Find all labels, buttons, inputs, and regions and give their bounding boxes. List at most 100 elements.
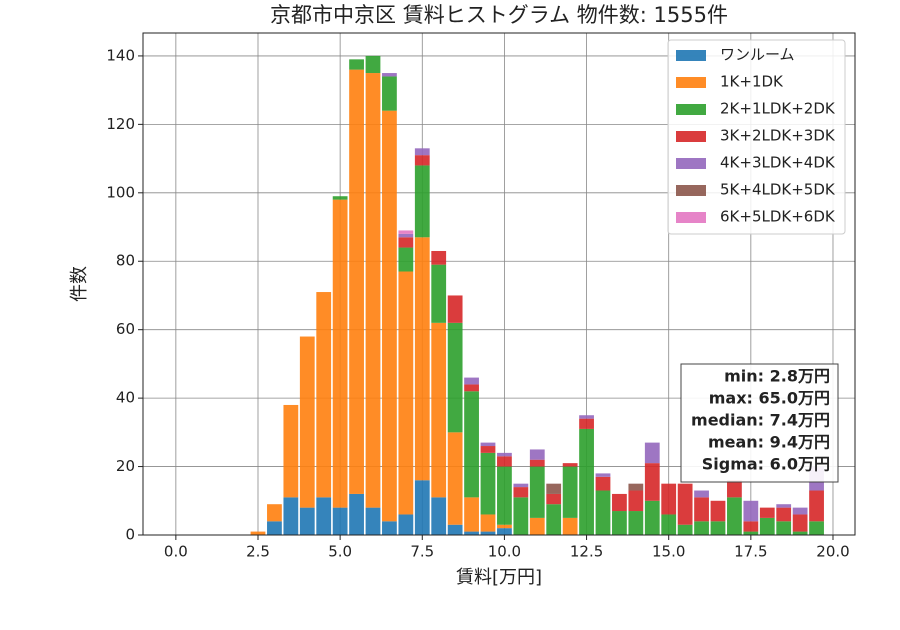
- bar: [398, 271, 414, 515]
- legend-label: 5K+4LDK+5DK: [720, 181, 836, 199]
- bar: [710, 521, 726, 535]
- bar: [529, 517, 545, 535]
- bar: [776, 521, 792, 535]
- bar: [529, 459, 545, 467]
- bar: [480, 442, 496, 447]
- bar: [431, 497, 447, 535]
- x-tick-label: 12.5: [570, 543, 603, 561]
- bar: [644, 442, 660, 464]
- bar: [414, 148, 430, 156]
- bar: [283, 497, 299, 535]
- y-tick-label: 80: [116, 252, 135, 270]
- bar: [283, 404, 299, 498]
- legend-label: ワンルーム: [720, 46, 795, 64]
- legend-label: 6K+5LDK+6DK: [720, 208, 836, 226]
- bar: [792, 531, 808, 535]
- bar: [316, 497, 332, 535]
- bar: [332, 199, 348, 508]
- x-axis-label: 賃料[万円]: [456, 567, 542, 588]
- bar: [628, 490, 644, 512]
- bar: [579, 418, 594, 429]
- legend-swatch: [676, 185, 706, 196]
- legend-swatch: [676, 212, 706, 223]
- bar: [464, 377, 479, 385]
- bar: [464, 497, 479, 532]
- y-tick-label: 100: [106, 183, 135, 201]
- bar: [677, 524, 693, 535]
- bar: [447, 322, 463, 433]
- bar: [743, 521, 759, 532]
- legend-box: [667, 39, 846, 235]
- bar: [382, 110, 397, 522]
- x-tick-label: 20.0: [816, 543, 849, 561]
- bar: [497, 528, 512, 535]
- legend-label: 2K+1LDK+2DK: [720, 100, 836, 118]
- bar: [579, 428, 594, 535]
- bar: [694, 490, 709, 498]
- bar: [513, 483, 529, 488]
- legend-swatch: [676, 158, 706, 169]
- bar: [447, 295, 463, 323]
- bar: [776, 507, 792, 522]
- legend-label: 3K+2LDK+3DK: [720, 127, 836, 145]
- bar: [447, 432, 463, 525]
- x-tick-label: 15.0: [652, 543, 685, 561]
- legend-label: 4K+3LDK+4DK: [720, 154, 836, 172]
- bar: [365, 73, 381, 508]
- bar: [727, 480, 742, 498]
- bar: [480, 514, 496, 532]
- bar: [644, 463, 660, 501]
- bar: [546, 493, 562, 505]
- bar: [776, 504, 792, 508]
- bar: [464, 531, 479, 535]
- y-axis-label: 件数: [69, 266, 90, 302]
- bar: [316, 292, 332, 498]
- bar: [299, 336, 315, 508]
- bar: [809, 521, 824, 535]
- bar: [267, 521, 282, 535]
- bar: [513, 487, 529, 498]
- bar: [398, 514, 414, 535]
- bar: [267, 504, 282, 522]
- stats-line: median: 7.4万円: [691, 411, 830, 430]
- bar: [464, 384, 479, 392]
- bar: [382, 73, 397, 77]
- y-tick-label: 40: [116, 389, 135, 407]
- bar: [431, 264, 447, 323]
- bar: [792, 514, 808, 532]
- bar: [349, 69, 364, 494]
- bar: [414, 165, 430, 238]
- bar: [497, 456, 512, 467]
- bar: [431, 322, 447, 498]
- bar: [480, 531, 496, 535]
- bar: [612, 493, 627, 512]
- x-tick-label: 17.5: [734, 543, 767, 561]
- bar: [710, 500, 726, 522]
- bar: [677, 483, 693, 525]
- bar: [349, 59, 364, 70]
- bar: [562, 463, 578, 467]
- bar: [562, 517, 578, 535]
- bar: [661, 514, 677, 535]
- y-tick-label: 140: [106, 46, 135, 64]
- x-tick-label: 10.0: [488, 543, 521, 561]
- bar: [480, 452, 496, 515]
- bar: [447, 524, 463, 535]
- bar: [529, 449, 545, 460]
- bar: [743, 531, 759, 535]
- bar: [398, 233, 414, 238]
- bar: [332, 507, 348, 535]
- bar: [365, 55, 381, 74]
- x-tick-label: 2.5: [246, 543, 270, 561]
- stats-line: min: 2.8万円: [724, 367, 830, 386]
- bar: [743, 500, 759, 522]
- bar: [480, 446, 496, 453]
- bar: [809, 490, 824, 522]
- bar: [398, 237, 414, 248]
- bar: [579, 415, 594, 419]
- bar: [546, 504, 562, 535]
- legend-swatch: [676, 50, 706, 61]
- bar: [299, 507, 315, 535]
- bar: [792, 507, 808, 515]
